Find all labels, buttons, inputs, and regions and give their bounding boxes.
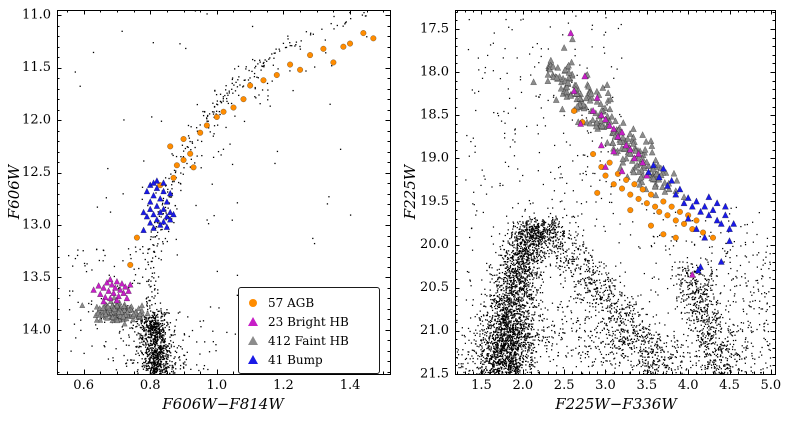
legend-label: 23 Bright HB [268, 314, 349, 329]
legend-entry: 57 AGB [247, 293, 375, 312]
legend-label: 57 AGB [268, 295, 315, 310]
legend-entry: 23 Bright HB [247, 312, 375, 331]
triangle-marker-icon [247, 317, 259, 326]
legend-entry: 412 Faint HB [247, 331, 375, 350]
legend: 57 AGB 23 Bright HB 412 Faint HB 41 Bump [238, 287, 380, 374]
circle-marker-icon [247, 298, 259, 307]
legend-label: 41 Bump [268, 352, 323, 367]
legend-label: 412 Faint HB [268, 333, 349, 348]
left-x-axis-label: F606W−F814W [162, 395, 284, 413]
triangle-marker-icon [247, 336, 259, 345]
right-y-axis-label: F225W [401, 164, 419, 220]
triangle-marker-icon [247, 355, 259, 364]
right-x-axis-label: F225W−F336W [555, 395, 677, 413]
legend-entry: 41 Bump [247, 350, 375, 369]
left-y-axis-label: F606W [5, 164, 23, 220]
